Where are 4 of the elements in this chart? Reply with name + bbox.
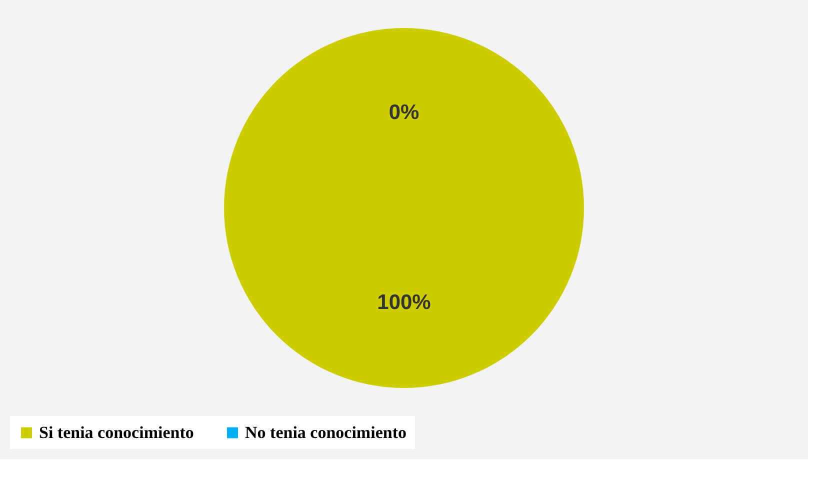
- legend-label: Si tenia conocimiento: [39, 422, 194, 442]
- legend-label: No tenia conocimiento: [245, 422, 406, 442]
- data-label: 100%: [377, 291, 432, 314]
- text: 0%: [388, 101, 420, 124]
